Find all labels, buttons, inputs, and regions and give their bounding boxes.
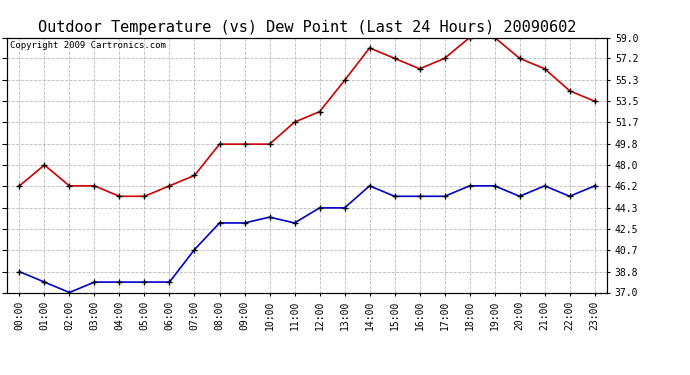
Text: Copyright 2009 Cartronics.com: Copyright 2009 Cartronics.com [10,41,166,50]
Title: Outdoor Temperature (vs) Dew Point (Last 24 Hours) 20090602: Outdoor Temperature (vs) Dew Point (Last… [38,20,576,35]
